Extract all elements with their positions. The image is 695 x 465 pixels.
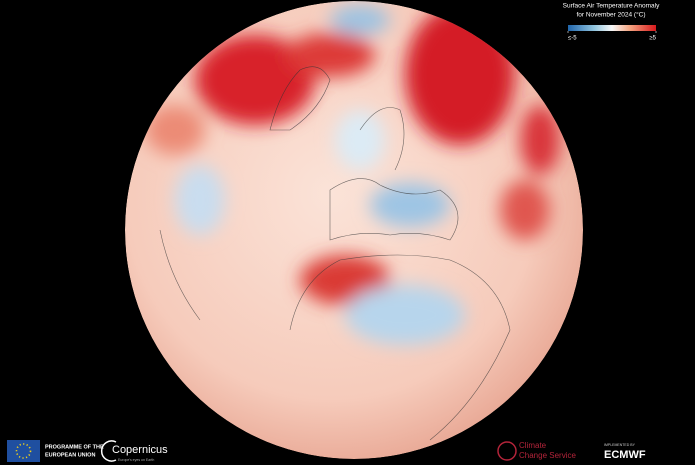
ecmwf-logo: IMPLEMENTED BY ECMWF [604, 443, 646, 461]
title-line: for November 2024 (°C) [576, 11, 645, 19]
title-line: Surface Air Temperature Anomaly [563, 3, 660, 10]
c3s-text: Climate [519, 441, 547, 450]
copernicus-name: Copernicus [112, 444, 168, 456]
eu-text: EUROPEAN UNION [45, 452, 95, 458]
copernicus-tagline: Europe's eyes on Earth [118, 458, 154, 462]
colorbar-label: ≤-5 [568, 36, 577, 42]
copernicus-logo: Copernicus Europe's eyes on Earth [100, 440, 168, 462]
c3s-text: Change Service [519, 451, 576, 460]
eu-logo: PROGRAMME OF THE EUROPEAN UNION [7, 440, 104, 462]
ecmwf-name: ECMWF [604, 449, 646, 461]
ecmwf-caption: IMPLEMENTED BY [604, 443, 636, 447]
colorbar [568, 25, 656, 31]
globe [125, 1, 583, 459]
colorbar-label: ≥5 [649, 36, 656, 42]
c3s-logo: Climate Change Service [497, 441, 576, 461]
eu-text: PROGRAMME OF THE [45, 444, 104, 450]
